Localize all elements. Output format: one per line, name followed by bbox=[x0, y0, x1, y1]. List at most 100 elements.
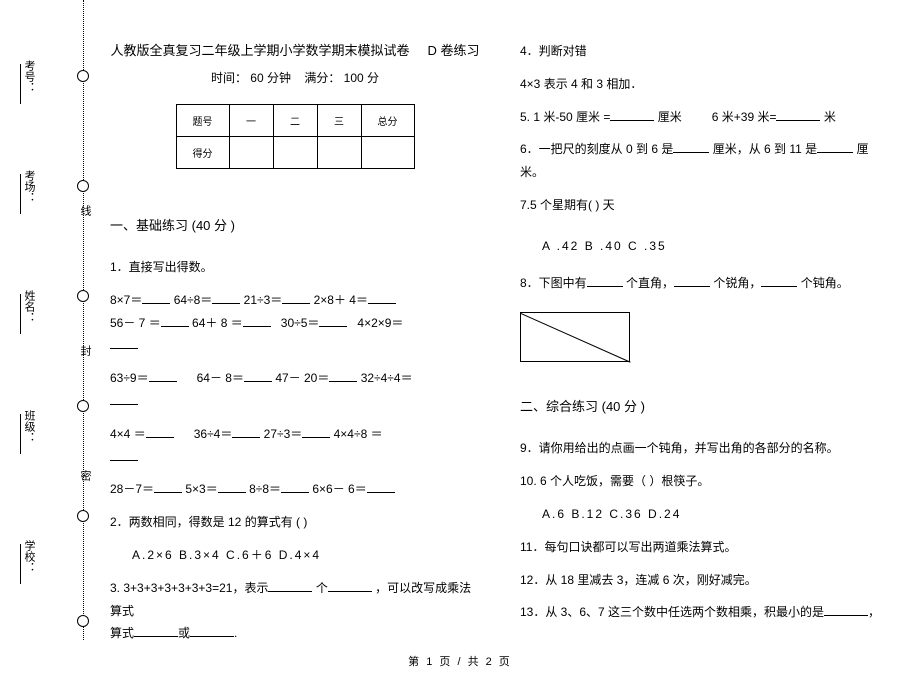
label-text: 班级： bbox=[23, 410, 35, 443]
expr: 56－ 7 ＝ bbox=[110, 316, 161, 330]
expr: 27÷3＝ bbox=[264, 427, 303, 441]
label-school: 学校： bbox=[20, 540, 37, 584]
label-text: 考场： bbox=[23, 170, 35, 203]
table-row: 得分 bbox=[176, 137, 414, 169]
th: 总分 bbox=[361, 105, 414, 137]
th: 题号 bbox=[176, 105, 229, 137]
td bbox=[317, 137, 361, 169]
expr: 21÷3＝ bbox=[244, 293, 283, 307]
label-exam-no: 考号： bbox=[20, 60, 37, 104]
q8-text: 8．下图中有 bbox=[520, 276, 587, 290]
question-13: 13．从 3、6、7 这三个数中任选两个数相乘，积最小的是 ， bbox=[520, 601, 890, 624]
page-footer: 第 1 页 / 共 2 页 bbox=[0, 653, 920, 669]
expr: 6×6－ 6＝ bbox=[312, 482, 366, 496]
binding-circle bbox=[77, 400, 89, 412]
expr: 64÷8＝ bbox=[174, 293, 213, 307]
expr: 32÷4÷4＝ bbox=[361, 371, 413, 385]
exam-title: 人教版全真复习二年级上学期小学数学期末模拟试卷 D 卷练习 bbox=[110, 40, 480, 59]
binding-edge: 线 封 密 bbox=[75, 0, 95, 640]
expr: 4×4 ＝ bbox=[110, 427, 146, 441]
right-column: 4．判断对错 4×3 表示 4 和 3 相加． 5. 1 米-50 厘米 = 厘… bbox=[520, 40, 890, 641]
q3-text: . bbox=[234, 626, 237, 640]
expr: 36÷4＝ bbox=[194, 427, 233, 441]
section-heading: 二、综合练习 (40 分 ) bbox=[520, 396, 890, 415]
seal-char: 密 bbox=[77, 470, 93, 481]
label-text: 学校： bbox=[23, 540, 35, 573]
q2-options: A.2×6 B.3×4 C.6＋6 D.4×4 bbox=[110, 544, 480, 567]
q1-row: 63÷9＝ 64－ 8＝ 47－ 20＝ 32÷4÷4＝ bbox=[110, 367, 480, 413]
expr: 63÷9＝ bbox=[110, 371, 149, 385]
question-6: 6．一把尺的刻度从 0 到 6 是 厘米，从 6 到 11 是 厘米。 bbox=[520, 138, 890, 184]
question-11: 11．每句口诀都可以写出两道乘法算式。 bbox=[520, 536, 890, 559]
q5-text: 厘米 bbox=[658, 110, 682, 124]
q8-text: 个直角， bbox=[626, 276, 674, 290]
side-labels: 考号： 考场： 姓名： 班级： 学校： bbox=[20, 0, 65, 640]
question-10: 10. 6 个人吃饭，需要（ ）根筷子。 bbox=[520, 470, 890, 493]
q6-text: 厘米，从 6 到 11 是 bbox=[713, 142, 817, 156]
q7-options: A .42 B .40 C .35 bbox=[520, 235, 890, 258]
expr: 4×4÷8 ＝ bbox=[334, 427, 383, 441]
question-5: 5. 1 米-50 厘米 = 厘米 6 米+39 米= 米 bbox=[520, 106, 890, 129]
binding-circle bbox=[77, 615, 89, 627]
q3-text: 或 bbox=[178, 626, 190, 640]
binding-circle bbox=[77, 180, 89, 192]
sub-time: 时间： 60 分钟 bbox=[211, 71, 291, 85]
th: 二 bbox=[273, 105, 317, 137]
expr: 64－ 8＝ bbox=[197, 371, 244, 385]
expr: 5×3＝ bbox=[185, 482, 217, 496]
expr: 8÷8＝ bbox=[249, 482, 281, 496]
question-3: 3. 3+3+3+3+3+3+3=21，表示 个 ，可以改写成乘法算式 . 算式… bbox=[110, 577, 480, 645]
q5-text: 5. 1 米-50 厘米 = bbox=[520, 110, 610, 124]
q10-options: A.6 B.12 C.36 D.24 bbox=[520, 503, 890, 526]
q1-row: 8×7＝ 64÷8＝ 21÷3＝ 2×8＋ 4＝ 56－ 7 ＝ 64＋ 8 ＝… bbox=[110, 289, 480, 357]
question-1: 1．直接写出得数。 bbox=[110, 256, 480, 279]
sub-score: 满分： 100 分 bbox=[304, 71, 379, 85]
expr: 47－ 20＝ bbox=[275, 371, 329, 385]
exam-subtitle: 时间： 60 分钟 满分： 100 分 bbox=[110, 69, 480, 86]
expr: 4×2×9＝ bbox=[357, 316, 403, 330]
q13-text: ， bbox=[868, 605, 880, 619]
q4-stmt: 4×3 表示 4 和 3 相加． bbox=[520, 73, 890, 96]
td bbox=[273, 137, 317, 169]
expr: 8×7＝ bbox=[110, 293, 142, 307]
question-7: 7.5 个星期有( ) 天 bbox=[520, 194, 890, 217]
binding-circle bbox=[77, 70, 89, 82]
q1-row: 4×4 ＝ 36÷4＝ 27÷3＝ 4×4÷8 ＝ bbox=[110, 423, 480, 469]
binding-dots bbox=[83, 0, 84, 640]
section-heading: 一、基础练习 (40 分 ) bbox=[110, 215, 480, 234]
q1-row: 28－7＝ 5×3＝ 8÷8＝ 6×6－ 6＝ bbox=[110, 478, 480, 501]
question-9: 9．请你用给出的点画一个钝角，并写出角的各部分的名称。 bbox=[520, 437, 890, 460]
q6-text: 6．一把尺的刻度从 0 到 6 是 bbox=[520, 142, 673, 156]
q3-text: 个 bbox=[316, 581, 328, 595]
q5-text: 米 bbox=[824, 110, 836, 124]
left-column: 人教版全真复习二年级上学期小学数学期末模拟试卷 D 卷练习 时间： 60 分钟 … bbox=[110, 40, 480, 641]
expr: 64＋ 8 ＝ bbox=[192, 316, 243, 330]
question-2: 2．两数相同，得数是 12 的算式有 ( ) bbox=[110, 511, 480, 534]
q8-text: 个钝角。 bbox=[801, 276, 849, 290]
label-class: 班级： bbox=[20, 410, 37, 454]
angle-diagonal bbox=[521, 313, 631, 363]
q8-text: 个锐角， bbox=[713, 276, 761, 290]
q3-text: 3. 3+3+3+3+3+3+3=21，表示 bbox=[110, 581, 268, 595]
q13-text: 13．从 3、6、7 这三个数中任选两个数相乘，积最小的是 bbox=[520, 605, 824, 619]
title-variant: D 卷练习 bbox=[428, 43, 480, 58]
page-body: 人教版全真复习二年级上学期小学数学期末模拟试卷 D 卷练习 时间： 60 分钟 … bbox=[110, 40, 890, 641]
table-row: 题号 一 二 三 总分 bbox=[176, 105, 414, 137]
title-main: 人教版全真复习二年级上学期小学数学期末模拟试卷 bbox=[110, 43, 409, 58]
expr: 28－7＝ bbox=[110, 482, 154, 496]
expr: 30÷5＝ bbox=[281, 316, 320, 330]
q5-text: 6 米+39 米= bbox=[712, 110, 777, 124]
question-12: 12．从 18 里减去 3，连减 6 次，刚好减完。 bbox=[520, 569, 890, 592]
label-room: 考场： bbox=[20, 170, 37, 214]
label-text: 姓名： bbox=[23, 290, 35, 323]
label-text: 考号： bbox=[23, 60, 35, 93]
expr: 2×8＋ 4＝ bbox=[314, 293, 368, 307]
td: 得分 bbox=[176, 137, 229, 169]
label-name: 姓名： bbox=[20, 290, 37, 334]
binding-circle bbox=[77, 290, 89, 302]
angle-figure bbox=[520, 312, 630, 362]
td bbox=[229, 137, 273, 169]
seal-char: 封 bbox=[77, 345, 93, 356]
question-8: 8．下图中有 个直角， 个锐角， 个钝角。 bbox=[520, 272, 890, 295]
td bbox=[361, 137, 414, 169]
